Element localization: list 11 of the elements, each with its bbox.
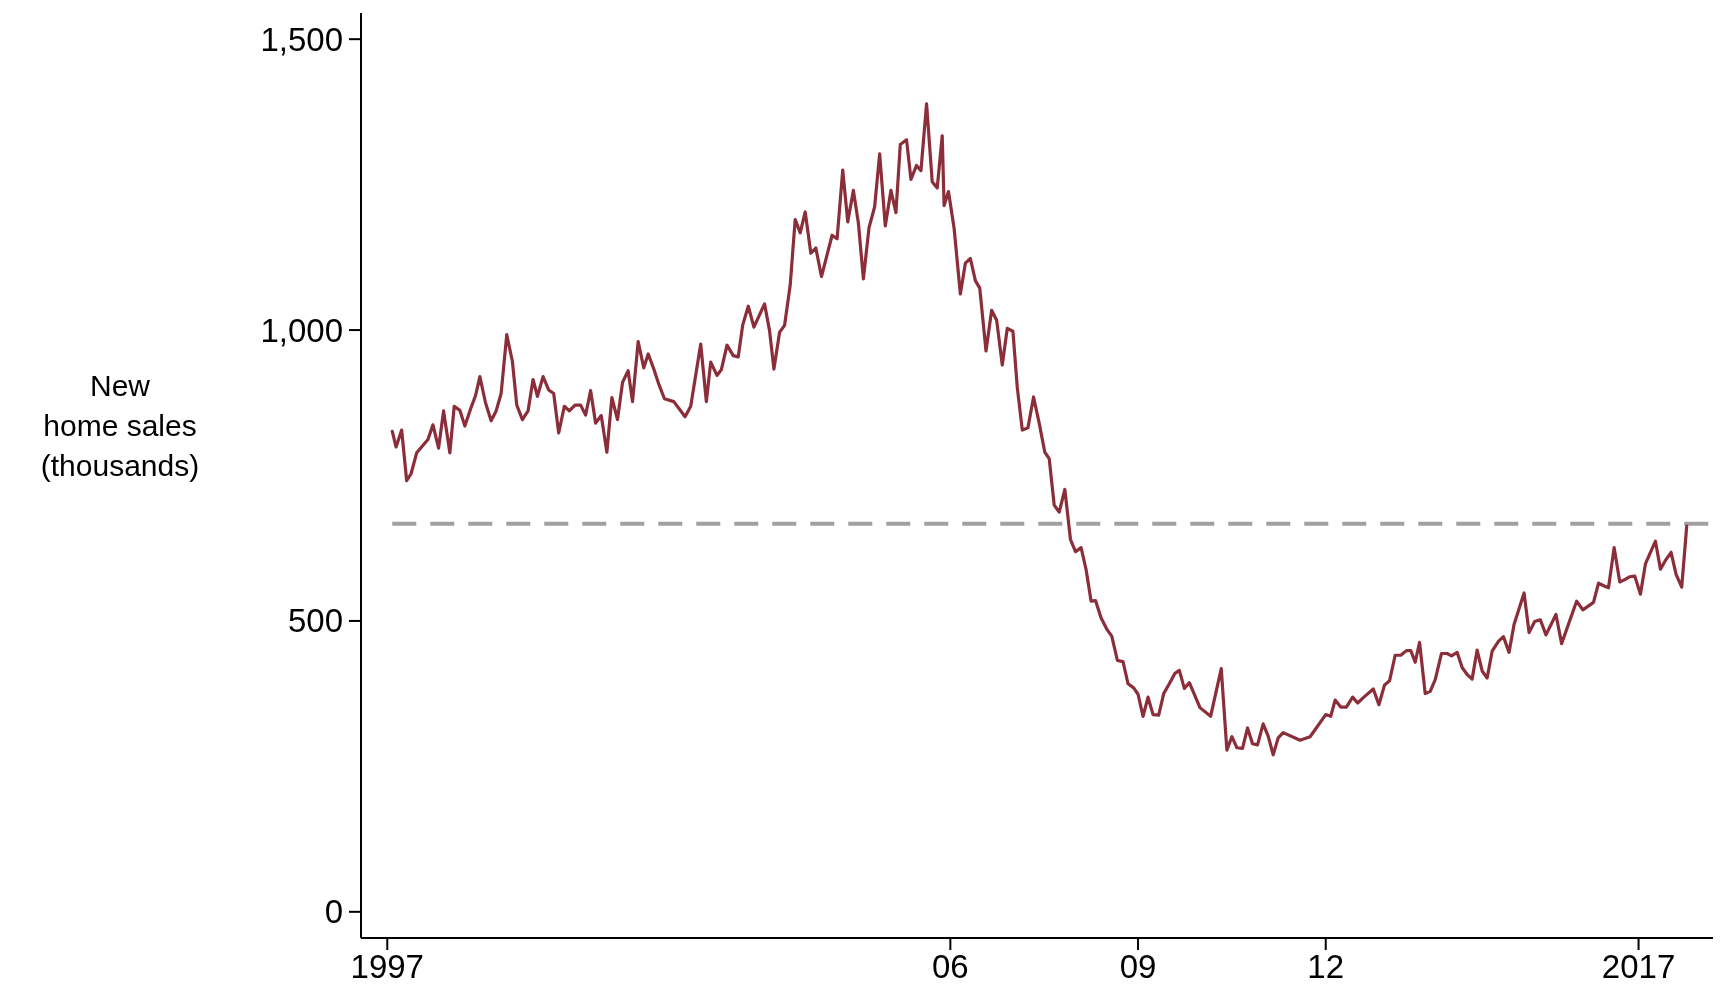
x-tick-label: 09 <box>1119 948 1157 985</box>
x-tick-label: 1997 <box>350 948 424 985</box>
x-tick-label: 06 <box>931 948 969 985</box>
y-tick-label: 1,500 <box>260 20 343 58</box>
line-series <box>390 102 1689 757</box>
y-tick-label: 1,000 <box>260 311 343 349</box>
x-tick-label: 2017 <box>1601 948 1676 985</box>
y-axis-title: New home sales (thousands) <box>40 369 200 482</box>
y-tick-label: 500 <box>287 602 343 640</box>
x-tick-label: 12 <box>1307 948 1345 985</box>
y-tick-label: 0 <box>324 893 343 931</box>
